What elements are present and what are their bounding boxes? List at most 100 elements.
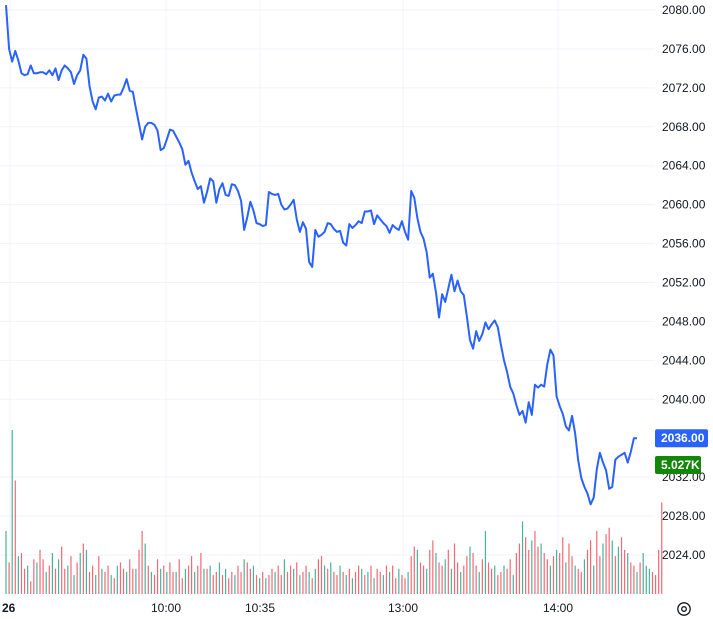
time-axis[interactable]: 26 10:00 10:35 13:00 14:00 (2, 601, 573, 615)
volume-bar (175, 571, 177, 594)
volume-bar (407, 571, 409, 594)
volume-bar (475, 565, 477, 594)
volume-bar (45, 571, 47, 594)
volume-bar (286, 571, 289, 594)
volume-bar (422, 565, 425, 594)
volume-bar (150, 571, 152, 594)
volume-bar (33, 559, 35, 594)
volume-bar (611, 540, 613, 594)
volume-bar (104, 571, 106, 594)
volume-bar (552, 556, 555, 594)
volume-bar (528, 549, 530, 594)
volume-bar (228, 578, 230, 594)
price-axis[interactable]: 2080.00 2076.00 2072.00 2068.00 2064.00 2060.… (662, 3, 706, 562)
volume-bar (190, 556, 193, 594)
volume-bar (262, 571, 264, 594)
last-price-badge (655, 429, 708, 448)
x-tick-label: 26 (2, 601, 16, 615)
volume-bar (296, 562, 298, 594)
volume-bar (308, 571, 310, 594)
volume-bar (658, 549, 660, 594)
volume-bar (376, 568, 378, 594)
volume-bar (466, 556, 468, 594)
volume-badge (655, 456, 701, 474)
volume-bar (367, 571, 369, 594)
volume-bar (506, 568, 508, 594)
volume-bar (234, 575, 236, 594)
volume-bar (156, 559, 159, 594)
volume-bar (614, 556, 616, 594)
volume-bar (633, 565, 635, 594)
last-price-label: 2036.00 (661, 431, 705, 445)
volume-bar (274, 571, 276, 594)
volume-bar (320, 556, 323, 594)
volume-bar (14, 480, 16, 594)
y-tick-label: 2028.00 (662, 509, 706, 523)
volume-bar (36, 562, 38, 594)
y-tick-label: 2060.00 (662, 198, 706, 212)
volume-bar (197, 565, 199, 594)
volume-bar (231, 571, 233, 594)
volume-bar (453, 543, 456, 594)
volume-bar (441, 565, 443, 594)
volume-bar (534, 530, 536, 594)
x-tick-label: 13:00 (388, 601, 418, 615)
volume-bar (463, 565, 465, 594)
volume-bar (500, 571, 502, 594)
volume-bar (398, 568, 400, 594)
volume-bar (364, 575, 366, 594)
volume-bar (181, 578, 183, 594)
volume-bar (395, 578, 397, 594)
volume-bar (435, 553, 437, 594)
volume-bar (135, 568, 137, 594)
volume-bar (54, 568, 57, 594)
volume-bar (617, 546, 620, 594)
volume-bar (280, 575, 282, 594)
volume-bar (543, 553, 545, 594)
volume-bar (8, 562, 10, 594)
volume-bar (122, 568, 125, 594)
volume-bar (212, 575, 214, 594)
y-tick-label: 2040.00 (662, 392, 706, 406)
volume-bar (116, 565, 118, 594)
volume-bar (330, 562, 332, 594)
volume-bar (404, 578, 406, 594)
volume-bar (98, 556, 100, 594)
volume-bar (413, 546, 415, 594)
volume-bar (221, 575, 224, 594)
volume-bar (200, 553, 202, 594)
volume-bar (382, 575, 384, 594)
volume-bar (237, 565, 239, 594)
volume-bar (602, 543, 604, 594)
volume-bar (138, 549, 140, 594)
grid-lines (0, 0, 655, 594)
volume-bar (627, 553, 629, 594)
volume-bar (17, 556, 19, 594)
volume-bar (639, 562, 641, 594)
volume-bar (172, 571, 174, 594)
y-tick-label: 2064.00 (662, 159, 706, 173)
volume-bar (469, 546, 471, 594)
volume-bar (218, 562, 221, 594)
x-tick-label: 10:00 (151, 601, 181, 615)
volume-bar (215, 571, 217, 594)
volume-bar (574, 565, 576, 594)
volume-bar (457, 562, 459, 594)
volume-bar (225, 568, 227, 594)
volume-bar (537, 546, 539, 594)
gear-icon[interactable] (676, 601, 692, 617)
volume-bar (426, 568, 428, 594)
volume-bar (277, 565, 279, 594)
volume-bar (132, 568, 134, 594)
volume-bar (515, 553, 517, 594)
volume-bar (342, 571, 344, 594)
volume-bar (265, 578, 267, 594)
volume-bar (169, 562, 171, 594)
volume-bar (339, 565, 341, 594)
volume-bar (141, 530, 143, 594)
volume-bar (61, 546, 63, 594)
volume-bar (478, 571, 480, 594)
volume-bar (144, 543, 146, 594)
volume-bar (648, 568, 650, 594)
